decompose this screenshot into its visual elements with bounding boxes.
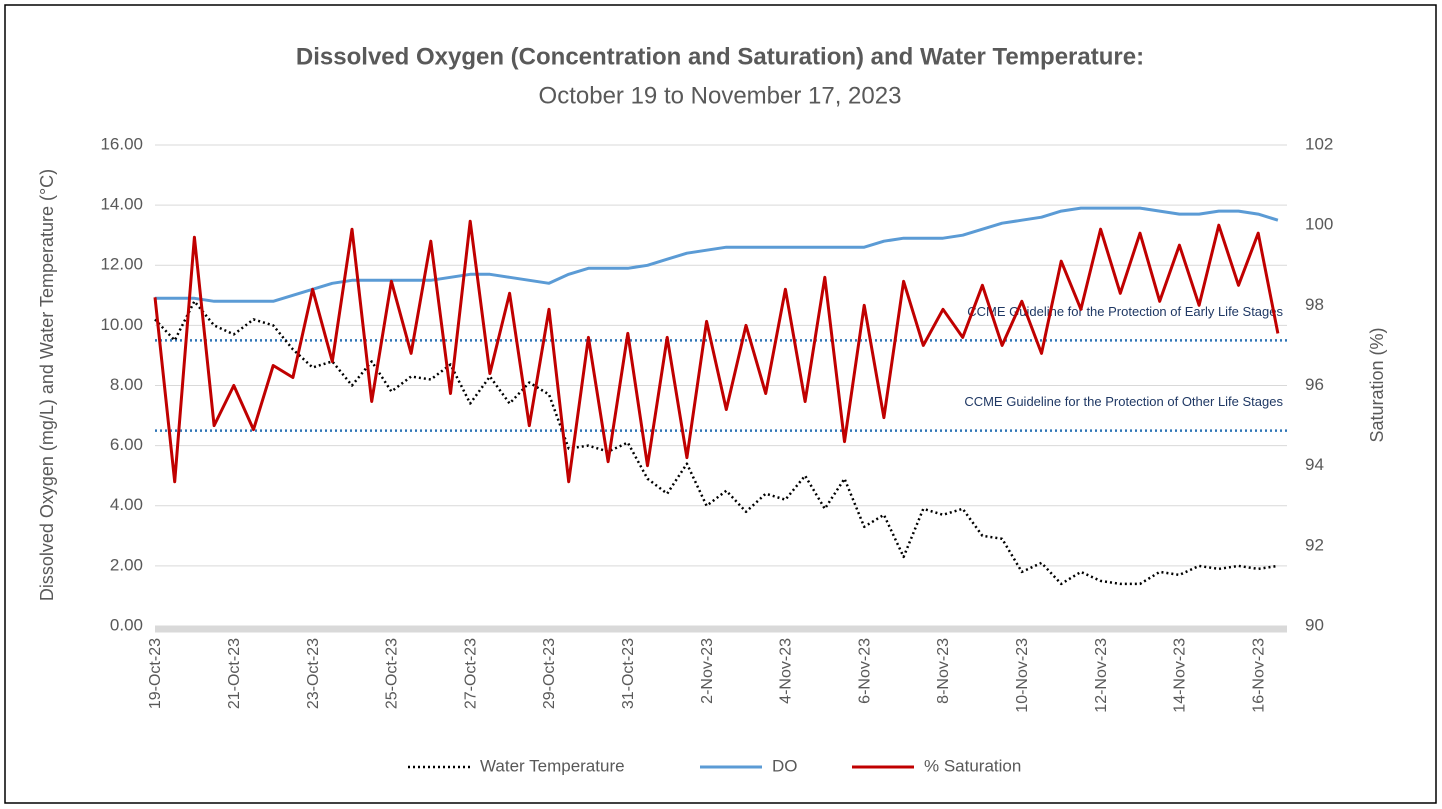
chart-subtitle: October 19 to November 17, 2023 [539,82,902,109]
x-tick-label: 6-Nov-23 [856,638,873,704]
y-tick-label: 8.00 [110,375,143,394]
legend-label: % Saturation [924,756,1021,775]
series-line [153,219,1280,484]
y-tick-label: 2.00 [110,555,143,574]
x-tick-label: 31-Oct-23 [620,638,637,709]
y-tick-label: 16.00 [100,134,143,153]
legend-label: Water Temperature [480,756,625,775]
series-line [155,206,1279,303]
y-axis-title: Dissolved Oxygen (mg/L) and Water Temper… [37,169,57,601]
x-tick-label: 14-Nov-23 [1172,638,1189,713]
legend-label: DO [772,756,798,775]
x-tick-label: 8-Nov-23 [935,638,952,704]
x-tick-label: 2-Nov-23 [699,638,716,704]
x-tick-label: 10-Nov-23 [1014,638,1031,713]
x-tick-label: 25-Oct-23 [384,638,401,709]
y-tick-label: 4.00 [110,495,143,514]
x-tick-label: 12-Nov-23 [1093,638,1110,713]
y-tick-label: 14.00 [100,195,143,214]
x-tick-label: 27-Oct-23 [462,638,479,709]
x-tick-label: 23-Oct-23 [305,638,322,709]
y2-tick-label: 102 [1305,134,1333,153]
x-tick-label: 21-Oct-23 [226,638,243,709]
y-tick-label: 10.00 [100,315,143,334]
y2-axis-title: Saturation (%) [1367,327,1387,442]
chart-title: Dissolved Oxygen (Concentration and Satu… [296,43,1144,70]
y2-tick-label: 100 [1305,215,1333,234]
y-tick-label: 12.00 [100,255,143,274]
y2-tick-label: 90 [1305,615,1324,634]
y-tick-label: 0.00 [110,615,143,634]
x-tick-label: 4-Nov-23 [778,638,795,704]
guideline-label: CCME Guideline for the Protection of Oth… [964,394,1283,409]
y2-tick-label: 94 [1305,455,1324,474]
y2-tick-label: 98 [1305,295,1324,314]
y-tick-label: 6.00 [110,435,143,454]
x-tick-label: 19-Oct-23 [147,638,164,709]
x-tick-label: 16-Nov-23 [1250,638,1267,713]
x-tick-label: 29-Oct-23 [541,638,558,709]
y2-tick-label: 92 [1305,535,1324,554]
y2-tick-label: 96 [1305,375,1324,394]
guideline-label: CCME Guideline for the Protection of Ear… [967,304,1283,319]
